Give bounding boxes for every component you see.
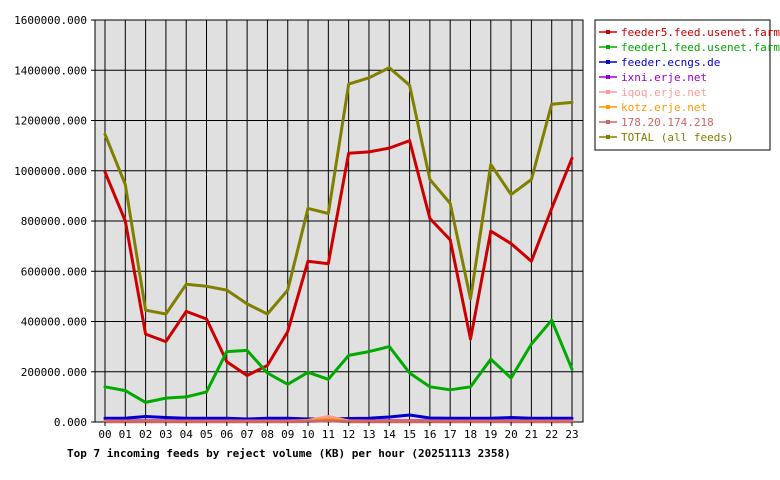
x-tick-label: 11 bbox=[322, 428, 335, 441]
x-tick-label: 21 bbox=[525, 428, 538, 441]
legend-label-4: iqoq.erje.net bbox=[621, 86, 707, 99]
series-line-7 bbox=[103, 66, 574, 316]
axes: 0.000 200000.000 400000.000 600000.000 80000… bbox=[14, 14, 578, 441]
x-tick-label: 08 bbox=[261, 428, 274, 441]
x-tick-label: 01 bbox=[119, 428, 132, 441]
x-tick-label: 10 bbox=[301, 428, 314, 441]
x-tick-label: 12 bbox=[342, 428, 355, 441]
y-tick-label: 1000000.000 bbox=[14, 165, 87, 178]
legend-label-0: feeder5.feed.usenet.farm bbox=[621, 26, 780, 39]
x-tick-label: 13 bbox=[362, 428, 375, 441]
legend-label-6: 178.20.174.218 bbox=[621, 116, 714, 129]
series-line-0 bbox=[103, 139, 574, 377]
x-tick-label: 18 bbox=[464, 428, 477, 441]
y-tick-label: 0.000 bbox=[54, 416, 87, 429]
x-tick-label: 17 bbox=[444, 428, 457, 441]
y-tick-label: 1600000.000 bbox=[14, 14, 87, 27]
legend: feeder5.feed.usenet.farm feeder1.feed.use… bbox=[594, 19, 780, 151]
legend-label-7: TOTAL (all feeds) bbox=[621, 131, 734, 144]
legend-marker-3 bbox=[606, 75, 610, 79]
x-tick-label: 03 bbox=[159, 428, 172, 441]
y-tick-label: 200000.000 bbox=[21, 366, 87, 379]
x-tick-label: 15 bbox=[403, 428, 416, 441]
x-tick-label: 20 bbox=[504, 428, 517, 441]
x-tick-label: 16 bbox=[423, 428, 436, 441]
legend-marker-6 bbox=[606, 120, 610, 124]
x-tick-label: 00 bbox=[98, 428, 111, 441]
x-tick-label: 04 bbox=[180, 428, 194, 441]
legend-marker-1 bbox=[606, 45, 610, 49]
x-tick-label: 09 bbox=[281, 428, 294, 441]
series-line-1 bbox=[103, 318, 574, 404]
y-tick-label: 800000.000 bbox=[21, 215, 87, 228]
x-tick-label: 19 bbox=[484, 428, 497, 441]
legend-marker-2 bbox=[606, 60, 610, 64]
chart-title: Top 7 incoming feeds by reject volume (K… bbox=[67, 447, 511, 460]
x-tick-label: 07 bbox=[241, 428, 254, 441]
series-line-6 bbox=[103, 419, 574, 424]
legend-marker-4 bbox=[606, 90, 610, 94]
x-tick-label: 23 bbox=[565, 428, 578, 441]
x-tick-label: 05 bbox=[200, 428, 213, 441]
legend-label-2: feeder.ecngs.de bbox=[621, 56, 720, 69]
legend-marker-7 bbox=[606, 135, 610, 139]
legend-marker-5 bbox=[606, 105, 610, 109]
x-tick-label: 14 bbox=[383, 428, 397, 441]
legend-label-1: feeder1.feed.usenet.farm bbox=[621, 41, 780, 54]
y-tick-label: 400000.000 bbox=[21, 316, 87, 329]
x-tick-label: 02 bbox=[139, 428, 152, 441]
legend-label-3: ixni.erje.net bbox=[621, 71, 707, 84]
legend-box bbox=[594, 19, 771, 151]
x-tick-label: 22 bbox=[545, 428, 558, 441]
series-lines bbox=[103, 66, 574, 424]
x-tick-label: 06 bbox=[220, 428, 233, 441]
y-tick-label: 1200000.000 bbox=[14, 115, 87, 128]
legend-label-5: kotz.erje.net bbox=[621, 101, 707, 114]
legend-marker-0 bbox=[606, 30, 610, 34]
y-tick-label: 1400000.000 bbox=[14, 64, 87, 77]
y-tick-label: 600000.000 bbox=[21, 265, 87, 278]
